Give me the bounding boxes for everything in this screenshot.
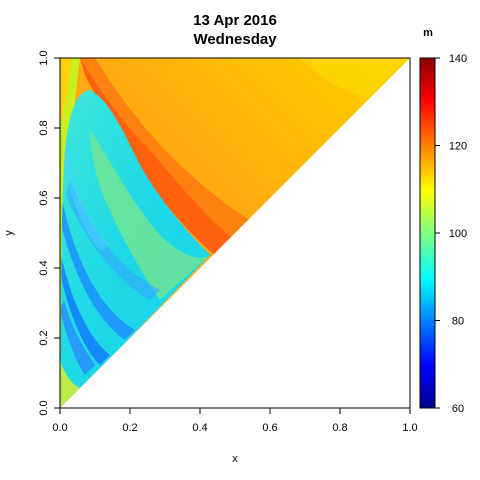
field-red-band <box>80 58 232 255</box>
y-tick-label: 1.0 <box>38 50 50 65</box>
lobe-blue-streak-3 <box>66 180 160 300</box>
colorbar-tick-label: 120 <box>449 141 467 153</box>
colorbar-tick-label: 100 <box>449 228 467 240</box>
lobe-blue-streak-1 <box>60 200 135 340</box>
field-orange-band <box>80 58 250 238</box>
x-tick-label: 1.0 <box>402 422 417 434</box>
colorbar: m 60 80 100 120 140 <box>419 27 467 415</box>
y-tick-label: 0.0 <box>38 400 50 415</box>
lobe-green-zone <box>90 130 210 300</box>
y-tick-label: 0.4 <box>38 260 50 275</box>
colorbar-unit-label: m <box>423 27 433 39</box>
plot-frame <box>59 57 411 409</box>
colorbar-tick-label: 140 <box>449 53 467 65</box>
colorbar-tick-label: 60 <box>452 403 464 415</box>
lobe-yellow-bottom <box>60 360 80 408</box>
x-axis-label: x <box>232 453 238 465</box>
x-tick-label: 0.6 <box>262 422 277 434</box>
y-axis-label: y <box>3 230 15 236</box>
x-axis: 0.0 0.2 0.4 0.6 0.8 1.0 <box>52 408 418 434</box>
chart-title: 13 Apr 2016 <box>193 12 277 29</box>
x-tick-label: 0.8 <box>332 422 347 434</box>
lobe-lightblue-zone <box>62 140 110 250</box>
y-tick-label: 0.6 <box>38 190 50 205</box>
chart-subtitle: Wednesday <box>193 31 277 48</box>
field-yellow-corner <box>300 58 410 98</box>
colorbar-ticks: 60 80 100 120 140 <box>435 53 467 415</box>
lobe-blue-streak-2 <box>60 250 110 365</box>
x-tick-label: 0.4 <box>192 422 207 434</box>
y-axis: 0.0 0.2 0.4 0.6 0.8 1.0 <box>38 50 60 416</box>
x-tick-label: 0.2 <box>122 422 137 434</box>
x-tick-label: 0.0 <box>52 422 67 434</box>
lobe-blue-streak-4 <box>60 300 95 375</box>
field-left-strip-top <box>60 58 72 120</box>
y-tick-label: 0.2 <box>38 330 50 345</box>
colorbar-gradient <box>419 57 436 409</box>
heatmap-field <box>60 58 410 408</box>
y-tick-label: 0.8 <box>38 120 50 135</box>
colorbar-tick-label: 80 <box>452 316 464 328</box>
lobe-details <box>60 130 210 408</box>
